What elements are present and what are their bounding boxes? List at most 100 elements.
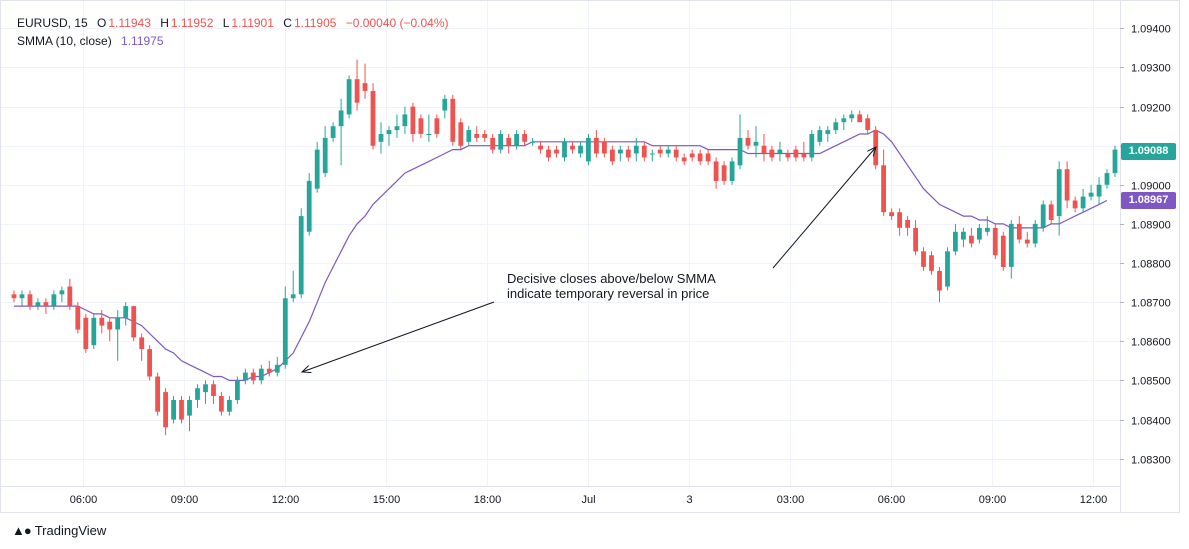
time-tick-label: 09:00 [979, 494, 1007, 506]
time-axis: 06:00 09:00 12:00 15:00 18:00 Jul 3 03:00 06:00 0… [70, 494, 1108, 506]
time-tick-label: 12:00 [1080, 494, 1108, 506]
indicator-label[interactable]: SMMA (10, close) [17, 34, 112, 48]
candle-body [586, 137, 591, 162]
candle-body [258, 368, 264, 381]
candle-body [610, 149, 615, 162]
candle-body [801, 153, 807, 158]
candle-body [673, 149, 679, 158]
price-tick-label: 1.08300 [1131, 455, 1171, 467]
candle-body [506, 137, 512, 146]
candle-body [681, 157, 687, 162]
candle-body [761, 145, 767, 154]
candle-body [163, 392, 168, 428]
candle-body [929, 255, 934, 271]
candle-body [530, 141, 535, 143]
candle-body [298, 216, 304, 295]
candle-body [235, 380, 240, 400]
candle-body [474, 134, 480, 138]
candle-body [250, 372, 256, 381]
candle-body [881, 165, 886, 213]
close-value: 1.11905 [293, 16, 337, 30]
open-label: O [97, 16, 107, 30]
candle-body [442, 98, 448, 111]
candle-body [633, 145, 639, 154]
candle-body [1024, 239, 1030, 244]
candle-body [346, 79, 352, 115]
candle-body [546, 149, 551, 158]
candle-body [43, 302, 49, 307]
candle-body [769, 149, 775, 158]
candle-body [570, 145, 575, 150]
candle-body [1016, 223, 1022, 240]
candle-body [490, 137, 496, 150]
candle-body [131, 306, 137, 338]
candle-body [1096, 184, 1102, 197]
symbol-label[interactable]: EURUSD, 15 [17, 16, 88, 30]
candle-body [91, 317, 97, 346]
candle-body [338, 110, 344, 127]
candle-body [538, 145, 543, 150]
candle-body [649, 153, 655, 155]
candle-body [1064, 169, 1070, 201]
candle-body [147, 349, 152, 377]
candle-body [969, 235, 974, 244]
candle-body [985, 227, 990, 232]
price-axis: 1.08300 1.08400 1.08500 1.08600 1.08700 1.088… [1120, 24, 1171, 467]
candle-body [306, 180, 312, 232]
price-tick-label: 1.08500 [1131, 376, 1171, 388]
candle-body [825, 130, 831, 134]
candle-body [290, 294, 296, 299]
candle-body [1088, 192, 1094, 197]
price-tick-label: 1.08900 [1131, 220, 1171, 232]
time-tick-label: 03:00 [777, 494, 805, 506]
candle-body [522, 134, 527, 142]
candle-body [330, 126, 336, 138]
time-tick-label: 18:00 [474, 494, 502, 506]
price-tick-label: 1.09400 [1131, 24, 1171, 36]
candle-body [1048, 204, 1054, 220]
high-label: H [160, 16, 169, 30]
candle-body [107, 321, 113, 330]
candle-body [394, 126, 400, 131]
candle-body [665, 149, 671, 154]
open-value: 1.11943 [108, 16, 151, 30]
candle-body [625, 149, 631, 158]
candle-body [809, 134, 815, 158]
annotation-line-2: indicate temporary reversal in price [507, 286, 710, 301]
smma-line [14, 129, 1108, 381]
candle-body [857, 114, 863, 123]
candle-body [514, 134, 519, 146]
tradingview-brand[interactable]: ▲● TradingView [12, 523, 106, 538]
price-tick-label: 1.08600 [1131, 337, 1171, 349]
candle-body [410, 106, 416, 134]
candle-body [203, 384, 208, 393]
candle-body [211, 384, 216, 396]
candle-body [777, 149, 783, 154]
tradingview-logo-icon: ▲● [12, 523, 32, 538]
time-tick-label: 3 [686, 494, 692, 506]
candle-body [1072, 200, 1078, 209]
annotation-arrow-right [772, 147, 876, 269]
candle-body [618, 149, 623, 154]
candle-body [35, 302, 41, 307]
price-tick-label: 1.08400 [1131, 416, 1171, 428]
time-tick-label: 09:00 [171, 494, 199, 506]
candle-body [785, 153, 791, 158]
brand-name: TradingView [34, 523, 107, 538]
candle-body [51, 294, 57, 306]
candle-body [243, 372, 248, 381]
candle-body [793, 149, 799, 158]
annotation-arrow-left [302, 301, 495, 372]
candle-body [1008, 223, 1014, 267]
candle-body [554, 149, 559, 154]
candle-body [362, 83, 368, 91]
candle-body [865, 118, 871, 130]
candle-body [115, 317, 121, 330]
candle-body [913, 227, 918, 252]
time-tick-label: Jul [581, 494, 595, 506]
candle-body [817, 130, 823, 142]
candle-body [274, 364, 280, 373]
candle-body [482, 134, 488, 138]
candle-body [195, 388, 200, 400]
